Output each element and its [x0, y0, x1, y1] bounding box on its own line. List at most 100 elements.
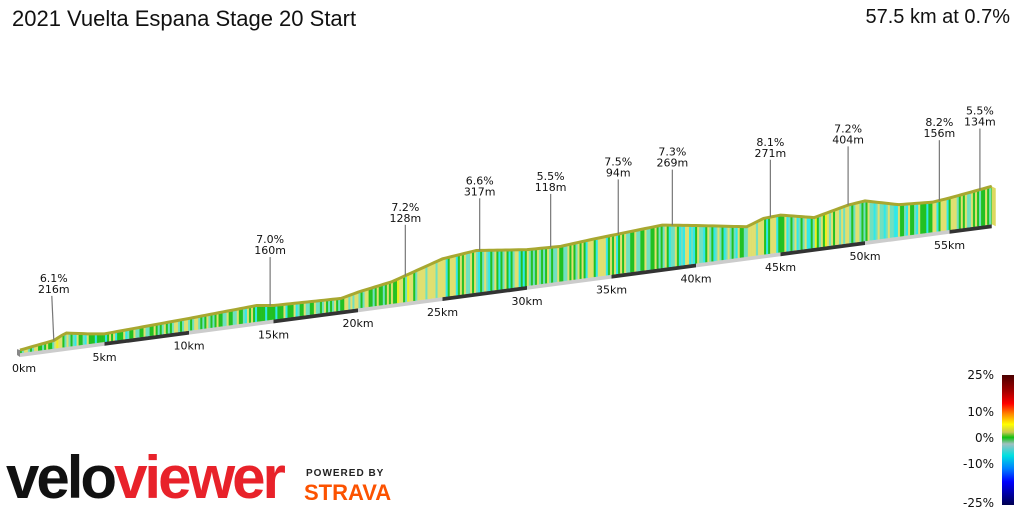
profile-strip [778, 214, 781, 253]
profile-strip [269, 305, 272, 321]
profile-strip [88, 333, 92, 345]
legend-label: 10% [967, 405, 994, 419]
profile-strip [618, 233, 621, 274]
profile-strip [739, 226, 743, 258]
profile-strip [808, 216, 812, 249]
climb-length-label: 404m [832, 133, 864, 146]
profile-strip [654, 225, 657, 270]
profile-strip [567, 244, 570, 281]
profile-strip [297, 302, 301, 317]
profile-strip [500, 249, 503, 290]
profile-strip [516, 249, 520, 288]
profile-strip [397, 278, 400, 304]
profile-strip [255, 305, 258, 323]
profile-strip [666, 224, 670, 268]
profile-strip [512, 249, 516, 288]
climb-length-label: 134m [964, 116, 996, 129]
profile-strip [682, 225, 686, 266]
climb-gradient-label: 7.0% [256, 233, 284, 246]
climb-length-label: 128m [389, 212, 421, 225]
profile-strip [376, 285, 380, 306]
profile-strip [583, 240, 587, 279]
profile-strip [427, 264, 430, 300]
profile-strip [417, 268, 420, 301]
climb-gradient-label: 5.5% [537, 170, 565, 183]
profile-strip [514, 249, 518, 288]
profile-strip [476, 250, 479, 293]
profile-strip [968, 191, 972, 228]
profile-strip [648, 227, 651, 270]
profile-strip [853, 202, 856, 243]
profile-strip [482, 250, 485, 292]
profile-strip [782, 215, 785, 253]
profile-strip [267, 305, 270, 321]
profile-strip [981, 188, 984, 226]
profile-strip [689, 225, 692, 265]
profile-strip [920, 202, 923, 234]
profile-strip [719, 225, 722, 261]
profile-strip [425, 265, 428, 300]
profile-strip [202, 315, 205, 330]
profile-strip [985, 187, 988, 226]
veloviewer-logo: veloviewer [6, 444, 286, 511]
profile-strip [806, 216, 810, 249]
profile-strip [451, 255, 455, 296]
profile-strip [800, 216, 804, 250]
climb-length-label: 160m [254, 244, 286, 257]
profile-strip [620, 232, 623, 274]
route-summary: 57.5 km at 0.7% [865, 6, 1010, 28]
profile-strip [601, 236, 605, 277]
profile-strip [240, 307, 244, 324]
profile-strip [431, 262, 434, 299]
base-band-segment [527, 274, 612, 290]
profile-strip [757, 219, 761, 256]
profile-strip [449, 256, 453, 297]
profile-strip [407, 273, 410, 302]
profile-strip [494, 249, 497, 291]
profile-strip [753, 221, 757, 256]
profile-strip [317, 300, 321, 314]
profile-strip [865, 200, 868, 242]
profile-strip [354, 292, 357, 309]
profile-strip [198, 315, 201, 330]
profile-strip [226, 310, 230, 326]
profile-strip [932, 201, 935, 233]
profile-strip [687, 225, 690, 265]
profile-strip [380, 284, 384, 306]
climb-gradient-label: 8.1% [756, 136, 784, 149]
profile-strip [922, 202, 925, 234]
profile-strip [228, 310, 232, 326]
profile-strip [563, 245, 566, 282]
base-band-segment [865, 229, 950, 245]
profile-strip [964, 192, 968, 228]
profile-strip [421, 267, 424, 301]
profile-strip [709, 225, 712, 262]
profile-strip [818, 214, 822, 248]
profile-strip [822, 213, 826, 247]
climb-length-label: 269m [656, 157, 688, 170]
profile-strip [792, 215, 795, 251]
profile-strip [372, 286, 376, 307]
profile-strip [839, 207, 842, 245]
profile-strip [755, 220, 759, 256]
profile-strip [571, 243, 574, 281]
profile-strip [234, 309, 238, 325]
profile-strip [68, 332, 71, 347]
profile-strip [889, 203, 893, 238]
profile-strip [508, 249, 511, 289]
profile-strip [857, 201, 860, 243]
profile-strip [924, 202, 927, 234]
profile-strip [958, 194, 962, 229]
profile-strip [569, 243, 572, 281]
x-tick-label: 5km [92, 351, 116, 364]
profile-strip [293, 302, 297, 317]
profile-strip [656, 225, 660, 269]
profile-strip [729, 226, 733, 260]
profile-strip [419, 267, 422, 301]
profile-strip [273, 305, 276, 320]
profile-strip [80, 333, 84, 346]
profile-strip [847, 204, 850, 244]
profile-strip [188, 317, 191, 331]
base-band-segment [20, 341, 105, 357]
profile-end-face [991, 186, 996, 227]
